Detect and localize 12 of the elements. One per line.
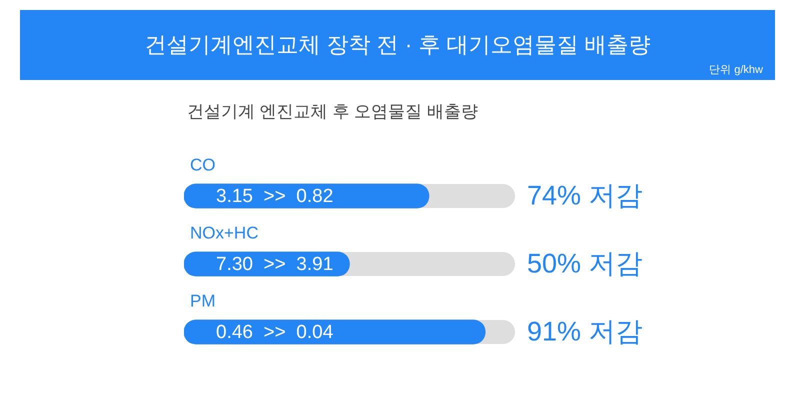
- data-label: 91% 저감: [527, 316, 643, 346]
- y-tick-label: NOx+HC: [190, 224, 258, 243]
- annotation: 0.46 >> 0.04: [216, 322, 334, 344]
- chart-title: 건설기계엔진교체 장착 전 · 후 대기오염물질 배출량: [144, 31, 652, 59]
- chart-subtitle: 건설기계 엔진교체 후 오염물질 배출량: [187, 101, 478, 123]
- annotation: 7.30 >> 3.91: [216, 254, 334, 276]
- data-label: 50% 저감: [527, 248, 643, 278]
- text: 단위 g/khw: [709, 63, 763, 77]
- annotation: 3.15 >> 0.82: [216, 186, 334, 208]
- y-tick-label: CO: [190, 156, 216, 175]
- data-label: 74% 저감: [527, 180, 643, 210]
- y-tick-label: PM: [190, 292, 216, 311]
